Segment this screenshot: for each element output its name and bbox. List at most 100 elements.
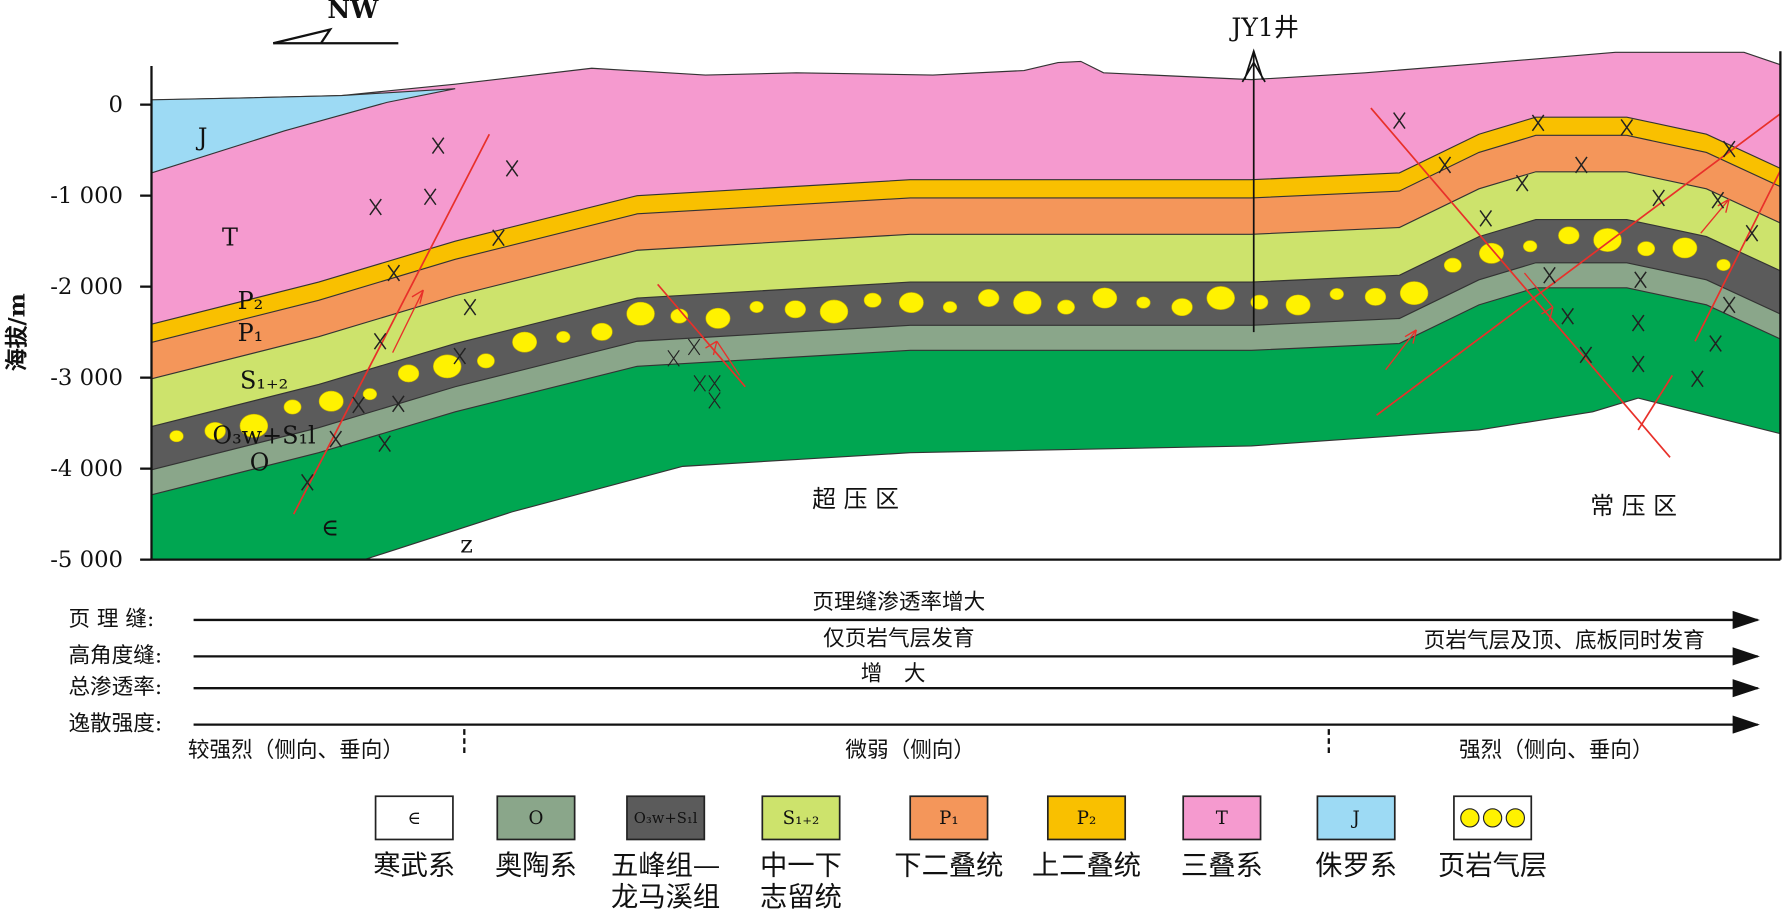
shale-gas bbox=[512, 331, 538, 353]
shale-gas bbox=[1250, 294, 1269, 310]
shale-gas bbox=[1399, 281, 1429, 306]
fracture-mark bbox=[708, 375, 721, 392]
legend-swatch bbox=[626, 795, 706, 841]
shale-gas bbox=[749, 301, 764, 313]
shale-gas bbox=[705, 307, 731, 329]
fracture-mark bbox=[431, 137, 445, 154]
shale-gas bbox=[556, 331, 571, 343]
fracture-mark bbox=[1634, 271, 1647, 289]
fracture-mark bbox=[352, 396, 365, 414]
shale-gas bbox=[169, 430, 184, 443]
fracture-mark bbox=[1575, 156, 1588, 174]
layer-label: J bbox=[196, 123, 208, 151]
layer-j bbox=[151, 88, 456, 174]
legend-label: 页岩气层 bbox=[1438, 850, 1547, 881]
fracture-mark bbox=[693, 375, 706, 392]
layer-label: P₁ bbox=[238, 319, 264, 347]
cross-section bbox=[151, 51, 1781, 560]
shale-gas bbox=[362, 388, 377, 401]
legend-symbol: P₁ bbox=[939, 808, 959, 829]
layer-label: P₂ bbox=[238, 287, 264, 315]
y-tick-label: -1 000 bbox=[50, 183, 123, 209]
shale-gas bbox=[318, 390, 344, 412]
layer-z bbox=[363, 397, 1781, 560]
legend-symbol: T bbox=[1216, 808, 1228, 829]
shale-gas bbox=[397, 364, 420, 383]
zone-label: 常 压 区 bbox=[1590, 492, 1677, 520]
direction-arrow-head bbox=[272, 27, 333, 45]
shale-gas bbox=[239, 413, 269, 438]
row-text: 页理缝渗透率增大 bbox=[812, 590, 985, 615]
fracture-mark bbox=[392, 395, 405, 413]
shale-gas bbox=[1136, 296, 1151, 309]
legend-swatch bbox=[1182, 795, 1262, 841]
fracture-mark bbox=[708, 392, 721, 409]
legend-swatch bbox=[374, 795, 454, 841]
fracture-mark bbox=[1631, 355, 1645, 373]
legend-label: 龙马溪组 bbox=[611, 882, 720, 910]
shale-gas bbox=[1443, 257, 1462, 273]
shale-gas bbox=[1558, 226, 1580, 245]
shale-gas bbox=[1523, 240, 1538, 253]
legend-gas bbox=[1505, 808, 1526, 828]
fault bbox=[1376, 113, 1781, 416]
legend-label: 志留统 bbox=[760, 882, 842, 910]
fault bbox=[1370, 107, 1671, 458]
shale-gas bbox=[433, 354, 462, 379]
fracture-mark bbox=[373, 332, 387, 350]
shale-gas bbox=[477, 353, 495, 369]
direction-label: NW bbox=[327, 0, 379, 24]
legend-label: 五峰组— bbox=[611, 850, 720, 881]
fracture-mark bbox=[1393, 112, 1406, 129]
row-text: 页岩气层及顶、底板同时发育 bbox=[1424, 629, 1705, 654]
fracture-mark bbox=[329, 430, 343, 448]
row-label: 逸散强度: bbox=[68, 712, 162, 737]
fault-arrow bbox=[705, 340, 741, 376]
fracture-mark bbox=[369, 198, 382, 216]
legend-swatch bbox=[909, 795, 989, 841]
shale-gas bbox=[863, 292, 882, 308]
fracture-mark bbox=[1479, 210, 1493, 227]
fracture-mark bbox=[463, 298, 477, 316]
fracture-mark bbox=[1438, 156, 1452, 174]
fracture-mark bbox=[1631, 314, 1645, 332]
fracture-mark bbox=[1711, 191, 1725, 209]
legend-swatch bbox=[1316, 795, 1396, 841]
layer-label: O bbox=[250, 449, 270, 477]
shale-gas bbox=[1672, 237, 1698, 259]
row-label: 高角度缝: bbox=[68, 643, 162, 668]
escape-level: 微弱（侧向） bbox=[845, 738, 975, 763]
fault bbox=[1637, 374, 1674, 431]
legend-symbol: P₂ bbox=[1077, 808, 1097, 829]
shale-gas bbox=[1092, 287, 1118, 309]
layer-label: O₃w+S₁l bbox=[213, 421, 316, 449]
fracture-mark bbox=[667, 350, 680, 367]
legend-swatch bbox=[761, 795, 841, 841]
shale-gas bbox=[1479, 242, 1504, 264]
fracture-mark bbox=[1543, 266, 1556, 284]
shale-gas bbox=[283, 399, 302, 415]
fracture-mark bbox=[1722, 296, 1736, 314]
shale-gas bbox=[591, 322, 613, 341]
fracture-mark bbox=[505, 159, 519, 177]
fracture-mark bbox=[1709, 335, 1722, 352]
fracture-mark bbox=[1620, 119, 1634, 136]
fracture-mark bbox=[687, 338, 701, 356]
legend-label: 奥陶系 bbox=[495, 850, 577, 881]
fault-arrow bbox=[1385, 329, 1418, 371]
shale-gas bbox=[1637, 241, 1656, 257]
y-tick-label: -2 000 bbox=[50, 274, 123, 300]
well-symbol bbox=[1241, 48, 1266, 83]
annotations: NW JY1井 海拔/m 超 压 区 常 压 区 0 -1 000 -2 000 -3… bbox=[3, 0, 1782, 573]
row-label: 页 理 缝: bbox=[68, 607, 154, 632]
y-tick-label: -5 000 bbox=[50, 547, 123, 573]
legend-label: 三叠系 bbox=[1181, 850, 1263, 881]
shale-gas bbox=[819, 299, 849, 324]
fracture-mark bbox=[1722, 140, 1736, 158]
layer-label: z bbox=[460, 530, 473, 558]
legend-label: 上二叠统 bbox=[1032, 850, 1141, 881]
shale-gas bbox=[1057, 299, 1075, 315]
row-label: 总渗透率: bbox=[68, 675, 162, 700]
fracture-mark bbox=[423, 188, 437, 206]
